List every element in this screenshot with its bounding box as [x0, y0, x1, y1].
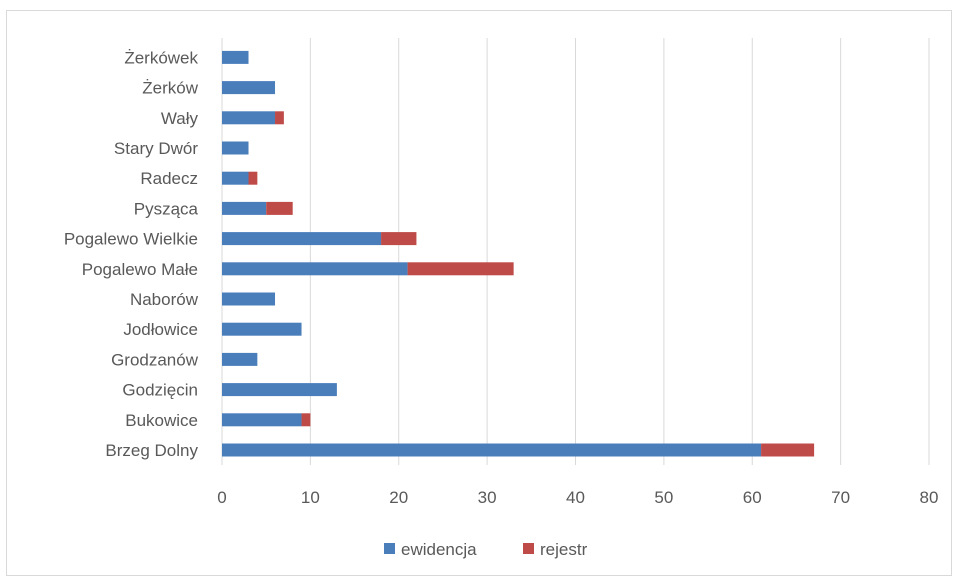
bar-ewidencja [222, 322, 302, 336]
category-label: Radecz [140, 169, 198, 188]
x-tick-label: 80 [920, 488, 939, 507]
bar-ewidencja [222, 443, 762, 457]
x-tick-label: 50 [654, 488, 673, 507]
bar-ewidencja [222, 232, 382, 246]
category-label: Jodłowice [123, 320, 198, 339]
x-tick-label: 10 [301, 488, 320, 507]
category-labels: Brzeg Dolny Bukowice Godzięcin Grodzanów Jod… [64, 48, 199, 460]
bar-rejestr [301, 413, 311, 427]
legend-swatch-ewidencja [384, 543, 395, 554]
category-label: Brzeg Dolny [105, 441, 198, 460]
x-tick-label: 60 [743, 488, 762, 507]
category-label: Grodzanów [111, 350, 199, 369]
chart-frame [6, 10, 952, 576]
bar-ewidencja [222, 292, 276, 306]
x-tick-label: 30 [478, 488, 497, 507]
bar-ewidencja [222, 201, 267, 215]
bar-ewidencja [222, 413, 302, 427]
bar-ewidencja [222, 50, 249, 64]
legend: ewidencja rejestr [384, 540, 588, 559]
bar-ewidencja [222, 383, 337, 397]
bar-ewidencja [222, 81, 276, 95]
category-label: Stary Dwór [114, 139, 198, 158]
legend-label-ewidencja: ewidencja [401, 540, 477, 559]
x-tick-label: 20 [389, 488, 408, 507]
bar-rejestr [407, 262, 514, 276]
legend-label-rejestr: rejestr [540, 540, 588, 559]
bars [222, 50, 815, 457]
bar-rejestr [761, 443, 815, 457]
bar-rejestr [381, 232, 417, 246]
bar-rejestr [248, 171, 258, 185]
x-tick-label: 0 [217, 488, 226, 507]
x-tick-label: 70 [831, 488, 850, 507]
category-label: Naborów [130, 290, 199, 309]
bar-ewidencja [222, 141, 249, 155]
category-label: Godzięcin [122, 381, 198, 400]
category-label: Pysząca [134, 199, 199, 218]
category-label: Bukowice [125, 411, 198, 430]
bar-ewidencja [222, 171, 249, 185]
bar-ewidencja [222, 262, 408, 276]
gridlines [221, 38, 930, 465]
category-label: Wały [161, 109, 199, 128]
bar-rejestr [275, 111, 284, 125]
category-label: Pogalewo Małe [82, 260, 198, 279]
category-label: Pogalewo Wielkie [64, 230, 198, 249]
x-tick-label: 40 [566, 488, 585, 507]
bar-ewidencja [222, 352, 258, 366]
x-tick-labels: 0 10 20 30 40 50 60 70 80 [217, 488, 938, 507]
bar-rejestr [266, 201, 293, 215]
category-label: Żerków [142, 79, 198, 98]
category-label: Żerkówek [124, 48, 198, 67]
legend-swatch-rejestr [523, 543, 534, 554]
bar-ewidencja [222, 111, 276, 125]
